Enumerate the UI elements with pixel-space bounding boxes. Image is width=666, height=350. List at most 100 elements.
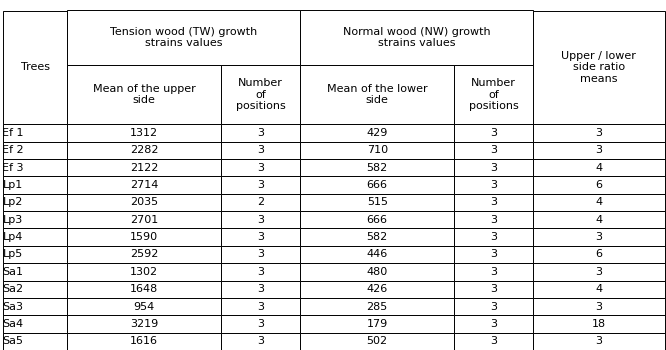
Text: 954: 954 [134,302,155,312]
Text: 3: 3 [595,302,603,312]
Text: 3: 3 [490,250,498,259]
Text: 4: 4 [595,284,603,294]
Bar [533,10,665,124]
Bar [533,332,665,350]
Bar [454,176,533,194]
Bar [454,281,533,298]
Bar [67,315,221,332]
Text: 3: 3 [490,267,498,277]
Bar [300,176,454,194]
Bar [454,246,533,263]
Bar [3,263,67,281]
Bar [533,124,665,142]
Bar [454,159,533,176]
Text: Lp5: Lp5 [3,250,23,259]
Bar [454,298,533,315]
Text: 446: 446 [366,250,388,259]
Bar [300,211,454,229]
Text: 3: 3 [490,319,498,329]
Text: 6: 6 [595,180,603,190]
Text: 3: 3 [490,336,498,346]
Text: 3: 3 [490,232,498,242]
Text: 502: 502 [367,336,388,346]
Bar [454,263,533,281]
Bar [67,65,221,124]
Text: Lp1: Lp1 [3,180,23,190]
Bar [533,246,665,263]
Bar [67,263,221,281]
Text: 3: 3 [490,163,498,173]
Text: 2282: 2282 [130,145,159,155]
Bar [3,246,67,263]
Text: 1312: 1312 [130,128,159,138]
Bar [300,281,454,298]
Bar [221,142,300,159]
Bar [67,124,221,142]
Text: 6: 6 [595,250,603,259]
Text: 3: 3 [490,180,498,190]
Bar [533,176,665,194]
Text: Sa4: Sa4 [3,319,23,329]
Bar [67,159,221,176]
Bar [67,176,221,194]
Bar [533,211,665,229]
Bar [533,142,665,159]
Text: 426: 426 [366,284,388,294]
Bar [221,332,300,350]
Text: 3: 3 [257,180,264,190]
Bar [454,124,533,142]
Bar [300,246,454,263]
Text: Sa5: Sa5 [3,336,23,346]
Text: 3: 3 [257,128,264,138]
Text: 18: 18 [592,319,606,329]
Bar [3,176,67,194]
Text: 2035: 2035 [130,197,159,208]
Bar [67,298,221,315]
Bar [67,229,221,246]
Text: 3: 3 [257,250,264,259]
Text: Number
of
positions: Number of positions [236,78,286,111]
Text: Ef 3: Ef 3 [2,163,24,173]
Bar [533,315,665,332]
Bar [67,194,221,211]
Text: 3: 3 [257,336,264,346]
Bar [3,211,67,229]
Text: Tension wood (TW) growth
strains values: Tension wood (TW) growth strains values [110,27,257,48]
Text: 3: 3 [595,232,603,242]
Bar [221,211,300,229]
Bar [221,229,300,246]
Bar [221,263,300,281]
Text: 582: 582 [366,163,388,173]
Text: 3: 3 [257,232,264,242]
Text: 515: 515 [367,197,388,208]
Text: 2: 2 [257,197,264,208]
Bar [3,229,67,246]
Bar [300,142,454,159]
Bar [3,124,67,142]
Text: 2701: 2701 [130,215,159,225]
Text: 3: 3 [490,128,498,138]
Text: 3: 3 [595,267,603,277]
Bar [454,229,533,246]
Bar [533,194,665,211]
Bar [221,298,300,315]
Text: 3: 3 [257,302,264,312]
Bar [67,246,221,263]
Bar [300,124,454,142]
Bar [67,281,221,298]
Bar [3,194,67,211]
Text: 582: 582 [366,232,388,242]
Text: Lp3: Lp3 [3,215,23,225]
Text: 1590: 1590 [130,232,159,242]
Text: 1302: 1302 [130,267,159,277]
Bar [454,194,533,211]
Text: Upper / lower
side ratio
means: Upper / lower side ratio means [561,51,636,84]
Text: 3: 3 [595,128,603,138]
Text: 3: 3 [490,302,498,312]
Bar [454,65,533,124]
Text: 179: 179 [366,319,388,329]
Text: 4: 4 [595,197,603,208]
Text: 4: 4 [595,215,603,225]
Bar [533,159,665,176]
Text: 1648: 1648 [130,284,159,294]
